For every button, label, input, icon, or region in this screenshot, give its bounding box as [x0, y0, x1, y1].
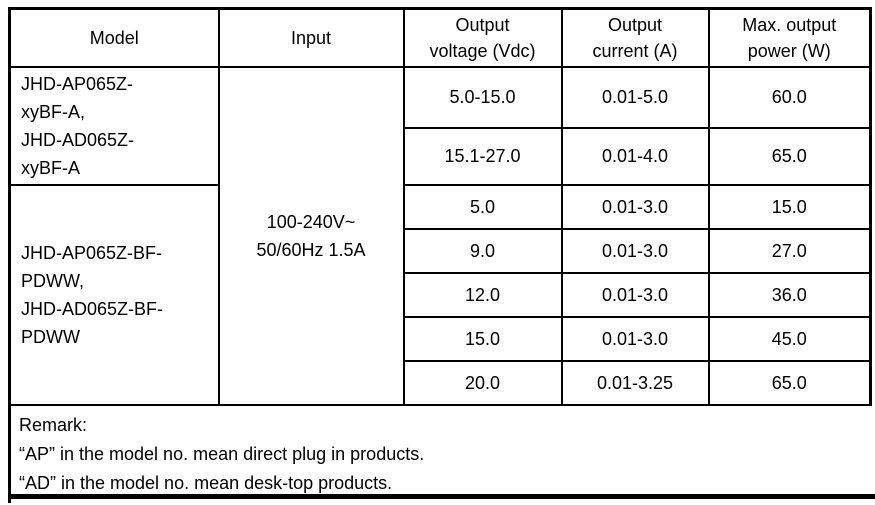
col-header-power: Max. output power (W): [707, 7, 872, 68]
header-row: Model Input Output voltage (Vdc) Output …: [8, 7, 872, 68]
output-voltage-cell: 15.0: [402, 316, 563, 362]
remark-row: Remark: “AP” in the model no. mean direc…: [8, 404, 871, 503]
col-header-model: Model: [8, 7, 220, 68]
max-power-cell: 60.0: [707, 65, 872, 130]
spec-table: Model Input Output voltage (Vdc) Output …: [8, 7, 872, 503]
table-row: JHD-AP065Z-BF- PDWW, JHD-AD065Z-BF- PDWW…: [8, 184, 872, 406]
max-power-cell: 15.0: [707, 184, 872, 230]
table-row: JHD-AP065Z- xyBF-A, JHD-AD065Z- xyBF-A 1…: [8, 65, 872, 406]
output-current-cell: 0.01-3.0: [560, 316, 710, 362]
table-row: 15.1-27.0 0.01-4.0 65.0: [10, 127, 872, 186]
max-power-cell: 65.0: [707, 360, 872, 406]
max-power-cell: 36.0: [707, 272, 872, 318]
output-current-cell: 0.01-3.0: [560, 228, 710, 274]
table-bottom-border: [8, 494, 875, 499]
col-header-voltage: Output voltage (Vdc): [402, 7, 563, 68]
col-header-current: Output current (A): [560, 7, 710, 68]
output-voltage-cell: 12.0: [402, 272, 563, 318]
table-row: 20.0 0.01-3.25 65.0: [10, 360, 872, 406]
output-current-cell: 0.01-3.0: [560, 184, 710, 230]
output-current-cell: 0.01-5.0: [560, 65, 710, 130]
table-row: 9.0 0.01-3.0 27.0: [10, 228, 872, 274]
max-power-cell: 27.0: [707, 228, 872, 274]
col-header-input: Input: [217, 7, 405, 68]
remark-text: Remark: “AP” in the model no. mean direc…: [8, 404, 871, 503]
output-voltage-cell: 5.0: [402, 184, 563, 230]
max-power-cell: 45.0: [707, 316, 872, 362]
output-current-cell: 0.01-3.25: [560, 360, 710, 406]
table-row: 15.0 0.01-3.0 45.0: [10, 316, 872, 362]
table-row: 12.0 0.01-3.0 36.0: [10, 272, 872, 318]
model-group-1-cell: JHD-AP065Z- xyBF-A, JHD-AD065Z- xyBF-A: [8, 66, 220, 186]
output-voltage-cell: 20.0: [402, 360, 563, 406]
output-voltage-cell: 9.0: [402, 228, 563, 274]
output-voltage-cell: 5.0-15.0: [402, 65, 563, 130]
input-spec-cell: 100-240V~ 50/60Hz 1.5A: [217, 66, 405, 406]
model-group-2-cell: JHD-AP065Z-BF- PDWW, JHD-AD065Z-BF- PDWW: [8, 184, 220, 406]
output-current-cell: 0.01-4.0: [560, 127, 710, 186]
output-current-cell: 0.01-3.0: [560, 272, 710, 318]
max-power-cell: 65.0: [707, 127, 872, 186]
output-voltage-cell: 15.1-27.0: [402, 127, 563, 186]
